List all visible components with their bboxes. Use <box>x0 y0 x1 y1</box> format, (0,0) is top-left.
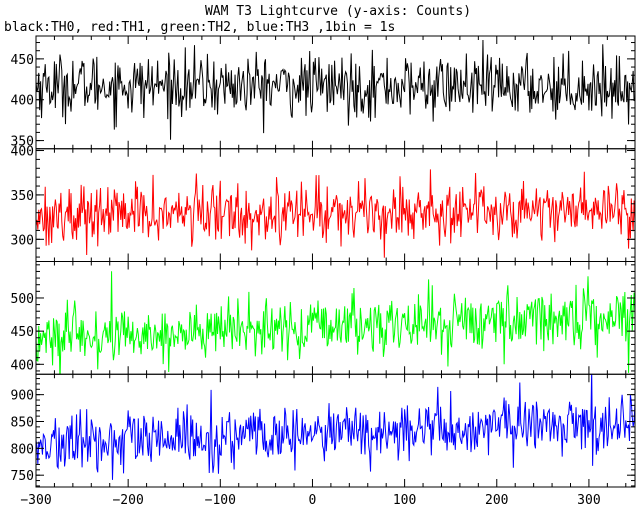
series-line-th0 <box>36 40 635 140</box>
y-tick-label: 500 <box>11 292 34 307</box>
x-tick-label: 0 <box>309 493 317 505</box>
y-tick-label: 450 <box>11 325 34 340</box>
x-tick-label: 300 <box>577 493 600 505</box>
x-tick-label: 200 <box>485 493 508 505</box>
panel-th0: 350 400 450 <box>11 35 636 150</box>
series-line-th3 <box>36 374 635 480</box>
y-tick-label: 400 <box>11 358 34 373</box>
x-tick-label: −300 <box>20 493 51 505</box>
y-tick-label: 350 <box>11 135 34 150</box>
y-tick-label: 400 <box>11 94 34 109</box>
y-tick-label: 900 <box>11 389 34 404</box>
series-line-th2 <box>36 271 635 375</box>
y-tick-label: 400 <box>11 145 34 160</box>
y-tick-label: 450 <box>11 53 34 68</box>
panel-th1: 300 350 400 <box>11 145 636 262</box>
x-tick-label: −100 <box>205 493 236 505</box>
x-axis: −300 −200 −100 0 100 200 300 <box>20 493 600 505</box>
y-tick-label: 800 <box>11 442 34 457</box>
panel-th3: 750 800 850 900 <box>11 373 636 488</box>
series-line-th1 <box>36 169 635 258</box>
y-tick-label: 850 <box>11 415 34 430</box>
panel-frame <box>35 373 636 488</box>
x-tick-label: −200 <box>112 493 143 505</box>
y-tick-label: 750 <box>11 469 34 484</box>
y-tick-label: 350 <box>11 189 34 204</box>
y-tick-label: 300 <box>11 233 34 248</box>
chart-subtitle: black:TH0, red:TH1, green:TH2, blue:TH3 … <box>4 20 395 35</box>
panel-th2: 400 450 500 <box>11 261 636 375</box>
chart-title: WAM T3 Lightcurve (y-axis: Counts) <box>205 4 471 19</box>
x-tick-label: 100 <box>393 493 416 505</box>
